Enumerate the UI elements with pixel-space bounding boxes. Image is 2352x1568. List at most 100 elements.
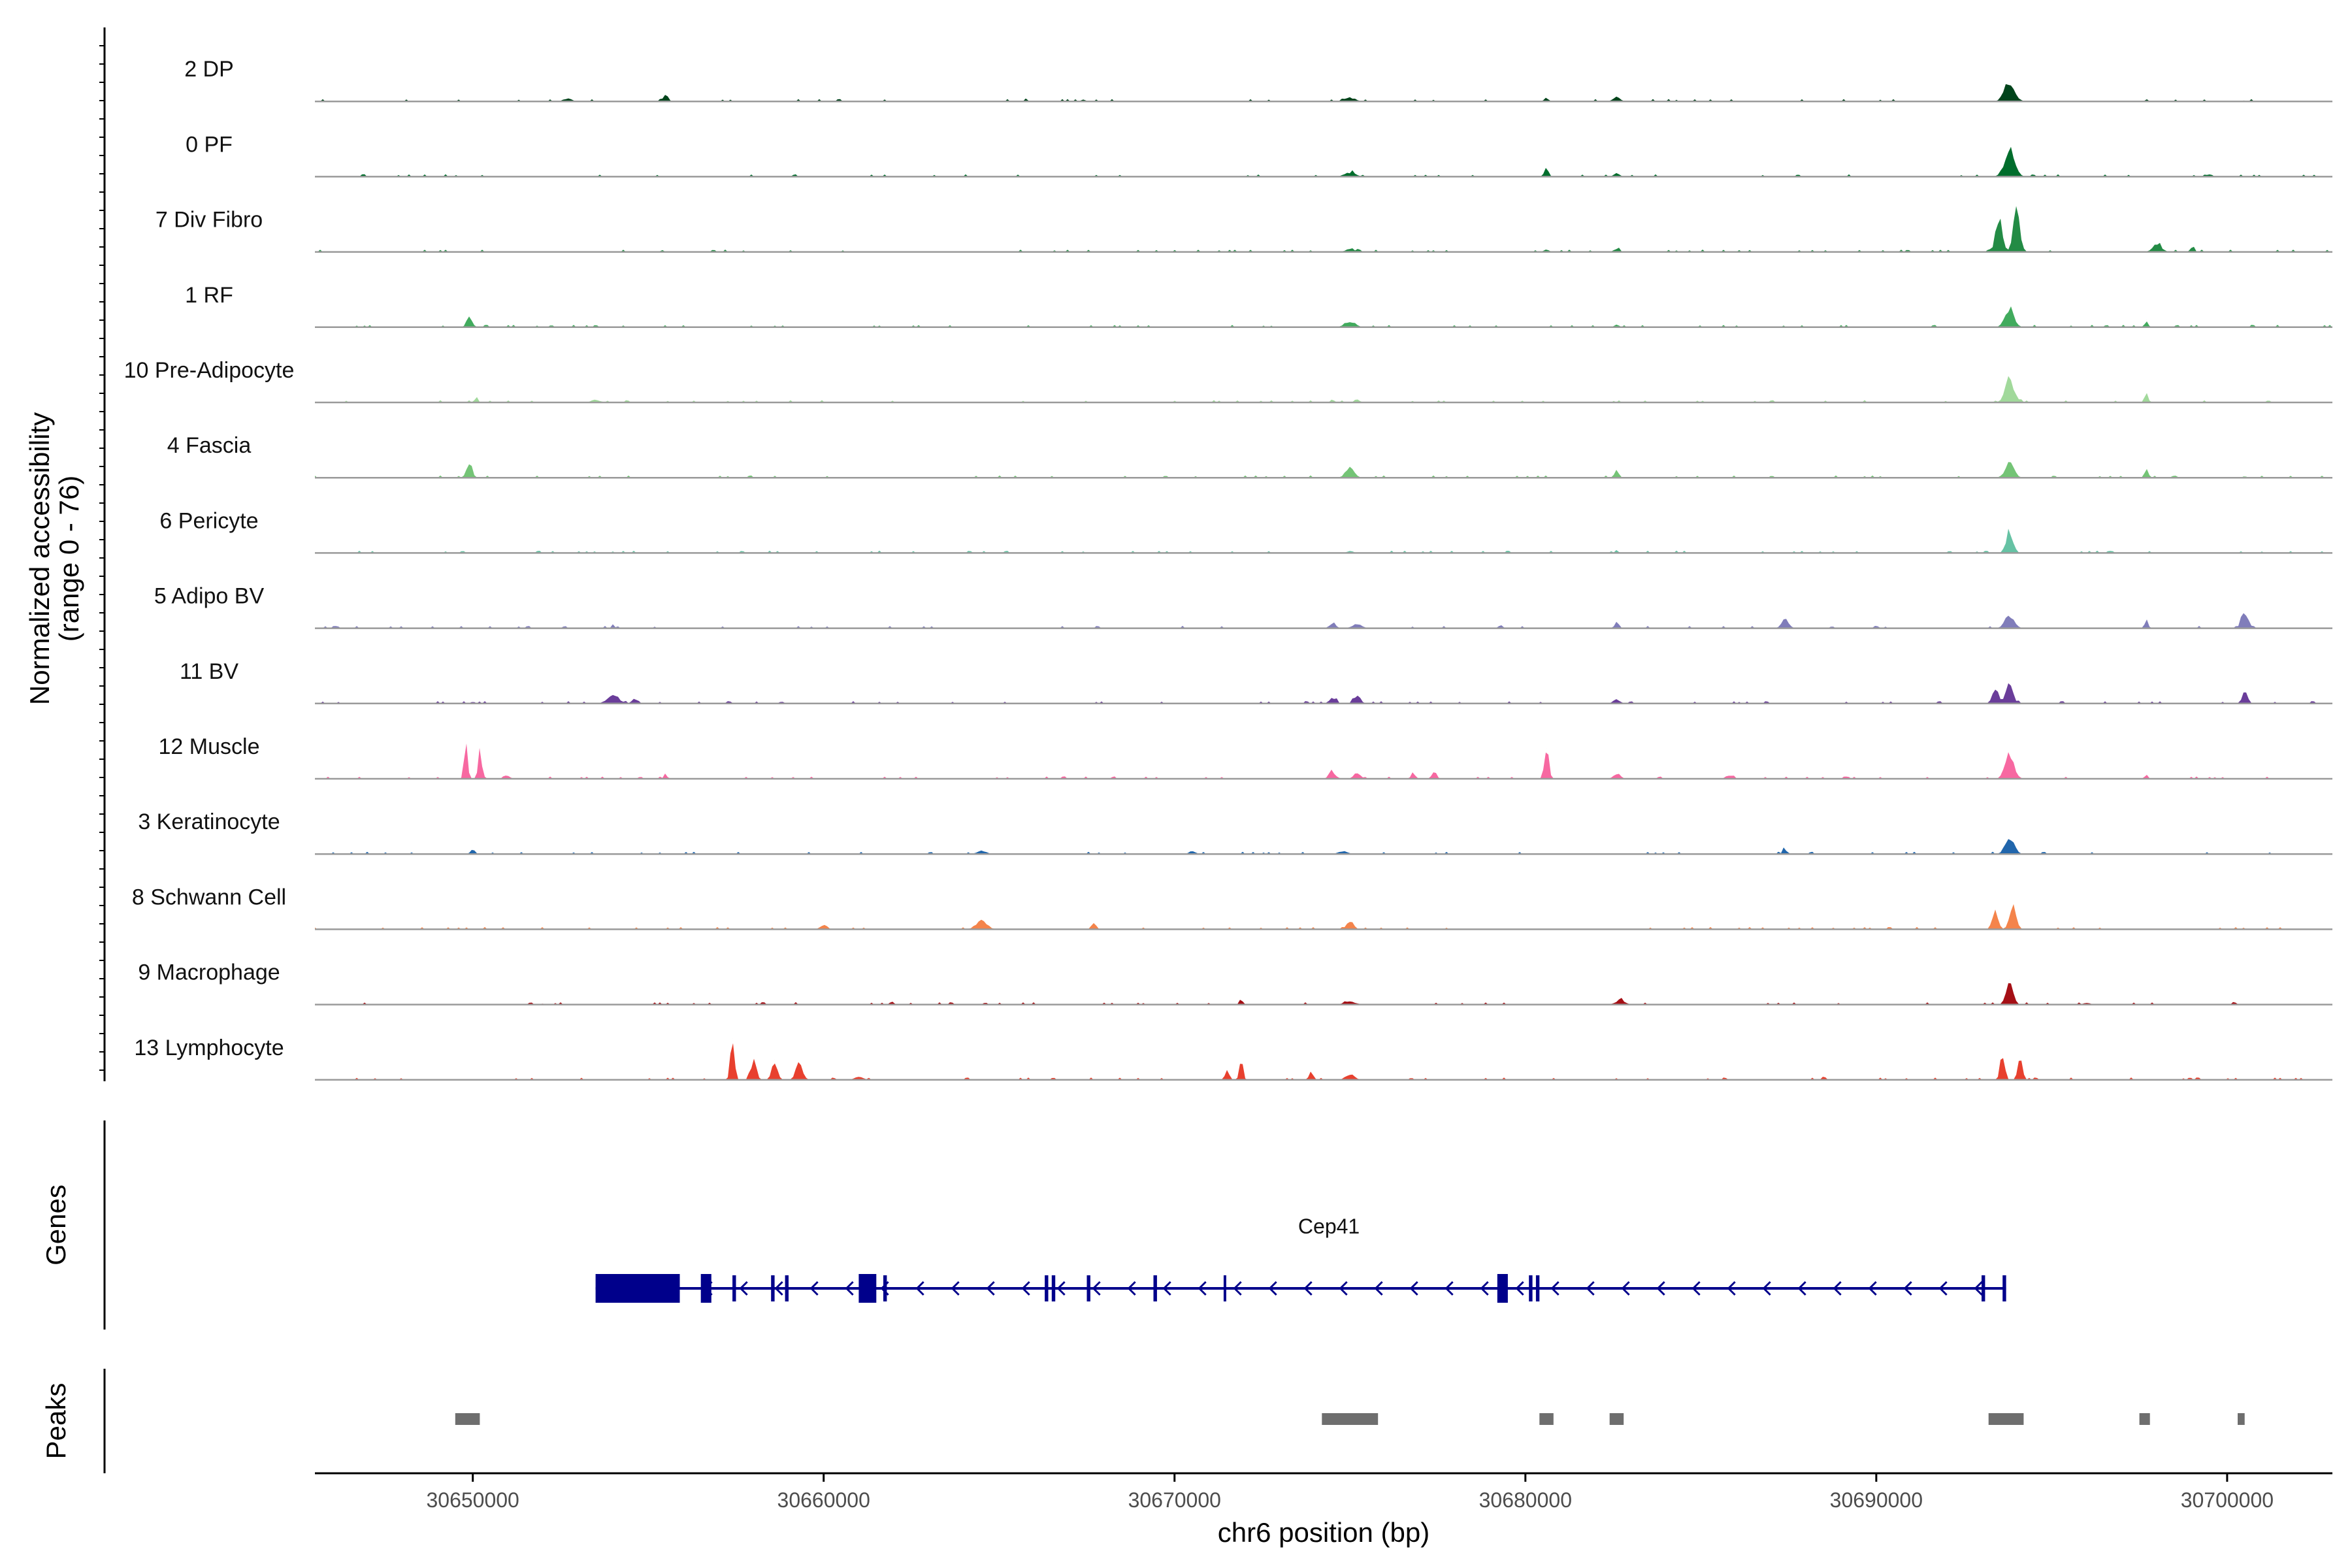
coverage-area	[315, 376, 2332, 402]
track-1: 2 DP	[184, 57, 2332, 103]
x-tick-label: 30650000	[426, 1488, 519, 1512]
track-label: 1 RF	[185, 283, 233, 308]
coverage-area	[315, 206, 2332, 252]
coverage-tracks: 2 DP 0 PF 7 Div Fibro 1 RF 10 Pre-Adipocyte 4…	[124, 57, 2332, 1081]
gene-exon	[1223, 1275, 1226, 1301]
coverage-area	[315, 1043, 2332, 1080]
gene-exon	[883, 1275, 887, 1301]
coverage-area	[315, 683, 2332, 704]
coverage-y-axis-label: Normalized accessibility	[24, 412, 55, 705]
x-axis-title: chr6 position (bp)	[1218, 1517, 1430, 1548]
coverage-area	[315, 146, 2332, 177]
track-6: 4 Fascia	[167, 433, 2332, 479]
track-label: 2 DP	[184, 57, 234, 82]
x-tick-label: 30660000	[777, 1488, 870, 1512]
peak-regions	[455, 1413, 2245, 1425]
strand-arrow	[1021, 1281, 1030, 1296]
strand-arrow	[739, 1281, 748, 1296]
coverage-area	[315, 462, 2332, 478]
track-7: 6 Pericyte	[159, 508, 2332, 554]
strand-arrow	[1586, 1281, 1595, 1296]
strand-arrow	[1903, 1281, 1912, 1296]
track-10: 12 Muscle	[159, 734, 2332, 780]
coverage-area	[315, 306, 2332, 327]
gene-exon	[785, 1275, 789, 1301]
coverage-area	[315, 529, 2332, 553]
strand-arrow	[1868, 1281, 1877, 1296]
gene-exon	[595, 1274, 680, 1303]
track-label: 5 Adipo BV	[154, 584, 265, 609]
track-label: 7 Div Fibro	[155, 208, 263, 233]
peaks-panel-label: Peaks	[41, 1383, 71, 1460]
x-tick-label: 30690000	[1830, 1488, 1923, 1512]
gene-exon	[771, 1275, 775, 1301]
track-label: 13 Lymphocyte	[134, 1036, 284, 1060]
peak-region	[455, 1413, 480, 1425]
gene-exon	[1153, 1275, 1157, 1301]
gene-track: Cep41	[595, 1215, 2006, 1303]
gene-exon	[1045, 1275, 1049, 1301]
track-label: 3 Keratinocyte	[138, 809, 280, 834]
track-5: 10 Pre-Adipocyte	[124, 358, 2332, 404]
strand-arrow	[915, 1281, 924, 1296]
track-12: 8 Schwann Cell	[132, 885, 2332, 930]
strand-arrow	[845, 1281, 854, 1296]
strand-arrow	[1550, 1281, 1560, 1296]
track-8: 5 Adipo BV	[154, 584, 2332, 629]
track-4: 1 RF	[185, 283, 2332, 329]
strand-arrow	[986, 1281, 995, 1296]
strand-arrow	[1480, 1281, 1489, 1296]
track-11: 3 Keratinocyte	[138, 809, 2332, 855]
strand-arrow	[1233, 1281, 1242, 1296]
peak-region	[1539, 1413, 1554, 1425]
coverage-y-axis-range: (range 0 - 76)	[54, 476, 84, 642]
strand-arrow	[1127, 1281, 1136, 1296]
track-14: 13 Lymphocyte	[134, 1036, 2332, 1081]
strand-arrow	[951, 1281, 960, 1296]
coverage-area	[315, 743, 2332, 779]
track-2: 0 PF	[186, 132, 2332, 178]
track-label: 8 Schwann Cell	[132, 885, 286, 909]
strand-arrow	[1515, 1281, 1524, 1296]
track-13: 9 Macrophage	[138, 960, 2332, 1005]
gene-exon	[1086, 1275, 1090, 1301]
coverage-area	[315, 84, 2332, 102]
track-label: 12 Muscle	[159, 734, 260, 759]
strand-arrow	[1303, 1281, 1313, 1296]
strand-arrow	[1656, 1281, 1665, 1296]
genes-panel-label: Genes	[41, 1184, 71, 1266]
strand-arrow	[1762, 1281, 1771, 1296]
x-tick-label: 30670000	[1128, 1488, 1221, 1512]
coverage-y-ticks	[99, 45, 105, 1071]
strand-arrow	[1727, 1281, 1736, 1296]
gene-exon	[2002, 1275, 2006, 1301]
strand-arrow	[1833, 1281, 1842, 1296]
gene-exon	[1051, 1275, 1056, 1301]
track-label: 9 Macrophage	[138, 960, 280, 985]
strand-arrow	[1797, 1281, 1806, 1296]
strand-arrow	[1938, 1281, 1948, 1296]
peak-region	[2139, 1413, 2150, 1425]
track-label: 0 PF	[186, 132, 233, 157]
strand-arrow	[1339, 1281, 1348, 1296]
strand-arrow	[1268, 1281, 1277, 1296]
peak-region	[1322, 1413, 1379, 1425]
strand-arrow	[809, 1281, 819, 1296]
strand-arrow	[1974, 1281, 1983, 1296]
gene-exon	[1529, 1275, 1533, 1301]
coverage-area	[315, 904, 2332, 930]
coverage-area	[315, 983, 2332, 1005]
gene-exon	[700, 1274, 711, 1303]
strand-arrow	[774, 1281, 783, 1296]
strand-arrow	[1621, 1281, 1630, 1296]
gene-exon	[732, 1275, 736, 1301]
peak-region	[1988, 1413, 2024, 1425]
x-tick-label: 30700000	[2181, 1488, 2274, 1512]
track-3: 7 Div Fibro	[155, 206, 2332, 253]
track-9: 11 BV	[180, 659, 2332, 705]
strand-arrow	[1691, 1281, 1701, 1296]
track-label: 10 Pre-Adipocyte	[124, 358, 295, 383]
strand-arrow	[1374, 1281, 1383, 1296]
gene-exon	[1497, 1274, 1508, 1303]
